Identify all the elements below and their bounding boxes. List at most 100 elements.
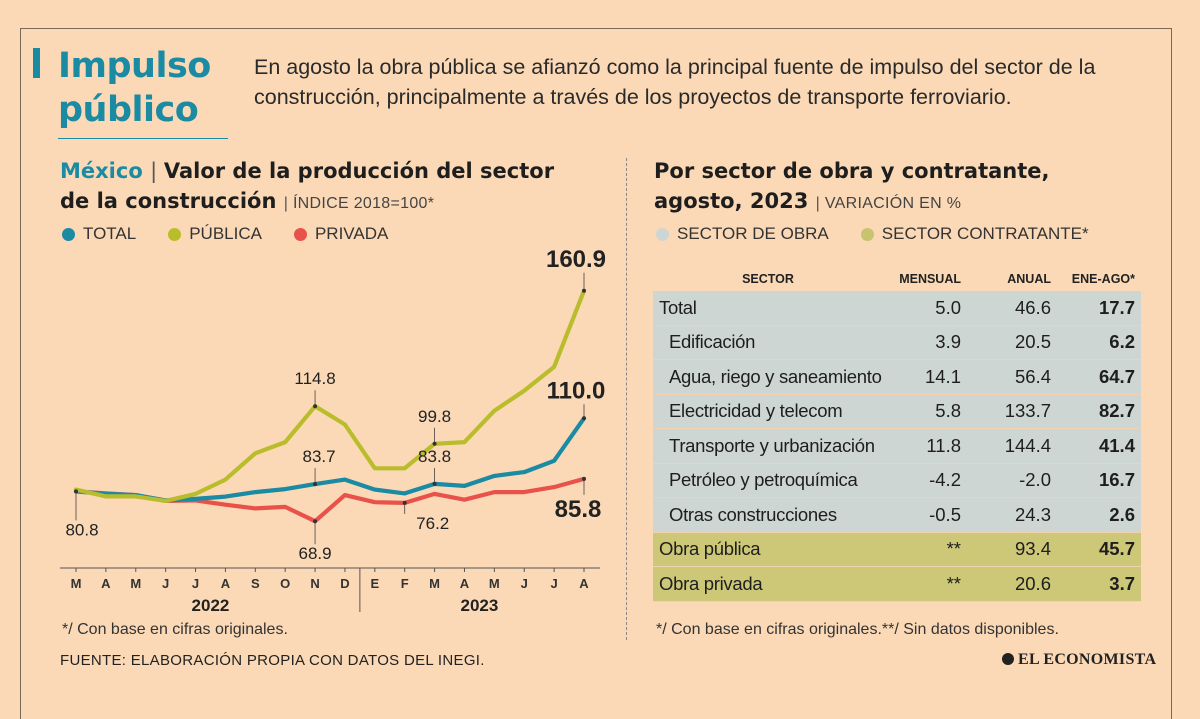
cell-mensual: 14.1 — [883, 359, 967, 395]
x-tick-label: J — [192, 576, 199, 591]
x-tick-label: M — [130, 576, 141, 591]
source-note: FUENTE: ELABORACIÓN PROPIA CON DATOS DEL… — [60, 652, 485, 669]
data-point — [433, 492, 436, 496]
data-point — [254, 490, 257, 494]
cell-anual: 24.3 — [967, 497, 1059, 533]
legend-dot-total — [62, 227, 75, 241]
data-label: 110.0 — [547, 377, 606, 404]
col-header-anual: ANUAL — [1007, 271, 1051, 286]
table-row: Petróleo y petroquímica -4.2 -2.0 16.7 — [653, 463, 1141, 498]
series-line-publica — [73, 288, 587, 503]
x-tick-label: J — [521, 576, 528, 591]
cell-mensual: 11.8 — [883, 428, 967, 464]
table-row: Obra pública ** 93.4 45.7 — [653, 532, 1141, 567]
cell-anual: 20.5 — [967, 325, 1059, 360]
annotation-marker — [582, 288, 586, 293]
x-tick-label: A — [460, 576, 470, 591]
cell-mensual: 5.0 — [883, 291, 967, 326]
col-header-ene-ago: ENE-AGO* — [1071, 271, 1135, 286]
left-title-unit: ÍNDICE 2018=100* — [292, 195, 435, 212]
table-header-row: SECTOR MENSUAL ANUAL ENE-AGO* — [653, 266, 1141, 291]
data-label: 80.8 — [65, 520, 98, 539]
cell-sector: Petróleo y petroquímica — [653, 463, 883, 498]
x-tick-label: J — [551, 576, 558, 591]
annotation-marker — [74, 489, 78, 494]
legend-item-sector-contratante: SECTOR CONTRATANTE* — [860, 224, 1089, 244]
cell-sector: Otras construcciones — [653, 497, 883, 533]
annotation-marker — [402, 500, 407, 505]
right-footnote: */ Con base en cifras originales.**/ Sin… — [656, 621, 1059, 638]
left-footnote: */ Con base en cifras originales. — [62, 621, 288, 638]
data-point — [254, 452, 257, 455]
annotation-marker — [432, 481, 437, 486]
x-tick-label: A — [221, 576, 231, 591]
cell-ene-ago: 16.7 — [1059, 463, 1141, 498]
cell-mensual: 5.8 — [883, 394, 967, 429]
data-point — [194, 497, 197, 501]
legend-label-privada: PRIVADA — [314, 224, 389, 243]
legend-dot-sector-contratante — [860, 227, 874, 241]
data-point — [493, 490, 496, 494]
data-point — [463, 484, 466, 488]
cell-ene-ago: 2.6 — [1059, 497, 1141, 533]
frame-border — [20, 28, 1172, 719]
x-tick-label: M — [71, 576, 82, 591]
cell-mensual: ** — [883, 532, 967, 567]
data-point — [493, 474, 496, 478]
line-chart-legend: TOTAL PÚBLICA PRIVADA — [62, 224, 420, 244]
x-tick-label: M — [489, 576, 500, 591]
cell-sector: Total — [653, 291, 883, 326]
cell-anual: 144.4 — [967, 428, 1059, 464]
data-point — [164, 499, 167, 503]
data-point — [373, 488, 377, 491]
right-title-line2: agosto, 2023 — [654, 189, 809, 213]
cell-anual: 20.6 — [967, 566, 1059, 602]
data-label: 83.8 — [418, 447, 451, 466]
cell-anual: 46.6 — [967, 291, 1059, 326]
left-title-accent: México — [60, 159, 143, 183]
data-label: 160.9 — [546, 246, 606, 273]
cell-mensual: -0.5 — [883, 497, 967, 533]
cell-sector: Edificación — [653, 325, 883, 360]
x-tick-label: S — [251, 576, 260, 591]
left-chart-title: México | Valor de la producción del sect… — [60, 159, 555, 213]
legend-item-total: TOTAL — [62, 224, 136, 244]
data-point — [523, 389, 526, 392]
data-point — [104, 495, 108, 498]
legend-item-sector-obra: SECTOR DE OBRA — [656, 224, 829, 244]
data-label: 85.8 — [555, 496, 602, 523]
legend-dot-sector-obra — [656, 227, 669, 241]
annotation-marker — [313, 519, 318, 524]
data-point — [343, 493, 347, 497]
data-point — [134, 495, 137, 498]
cell-sector: Agua, riego y saneamiento — [653, 359, 883, 395]
year-label: 2022 — [192, 596, 230, 615]
legend-item-privada: PRIVADA — [293, 224, 389, 244]
table-row: Electricidad y telecom 5.8 133.7 82.7 — [653, 394, 1141, 429]
data-point — [493, 409, 496, 412]
cell-mensual: -4.2 — [883, 463, 967, 498]
cell-ene-ago: 6.2 — [1059, 325, 1141, 360]
cell-sector: Electricidad y telecom — [653, 394, 883, 429]
title-accent-bar — [33, 48, 40, 78]
cell-ene-ago: 82.7 — [1059, 394, 1141, 429]
data-point — [343, 423, 347, 426]
cell-mensual: ** — [883, 566, 967, 602]
section-divider — [626, 158, 627, 640]
brand-name: EL ECONOMISTA — [1018, 651, 1157, 668]
data-point — [283, 505, 287, 509]
table-row: Otras construcciones -0.5 24.3 2.6 — [653, 497, 1141, 533]
table-row: Obra privada ** 20.6 3.7 — [653, 566, 1141, 602]
cell-anual: 133.7 — [967, 394, 1059, 429]
data-point — [552, 365, 556, 369]
year-label: 2023 — [460, 596, 498, 615]
cell-sector: Obra pública — [653, 532, 883, 567]
data-label: 83.7 — [303, 447, 336, 466]
annotation-marker — [313, 404, 318, 409]
cell-ene-ago: 41.4 — [1059, 428, 1141, 464]
annotation-marker — [582, 416, 586, 421]
x-tick-label: N — [310, 576, 319, 591]
data-point — [224, 495, 227, 498]
x-tick-label: E — [370, 576, 379, 591]
x-tick-label: A — [579, 576, 589, 591]
